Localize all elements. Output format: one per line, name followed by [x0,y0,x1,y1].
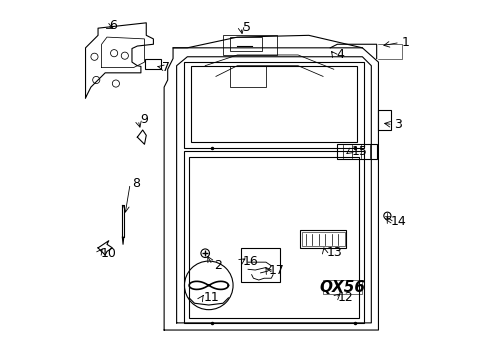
Bar [337,144,376,158]
Text: 17: 17 [268,264,284,276]
Text: 6: 6 [108,19,117,32]
Bar [183,152,364,323]
Text: 9: 9 [140,113,147,126]
Text: 10: 10 [101,247,117,260]
Bar [299,230,346,248]
Text: 5: 5 [242,21,250,33]
Text: 13: 13 [326,246,342,258]
Text: 8: 8 [132,177,140,190]
Text: 7: 7 [162,60,170,73]
Text: 2: 2 [214,258,222,271]
Bar [323,280,362,294]
Bar [241,248,280,282]
Text: 14: 14 [390,215,406,228]
Bar [183,62,364,148]
Text: 3: 3 [394,118,402,131]
Text: 12: 12 [337,291,352,305]
Bar [378,111,390,130]
Bar [230,37,262,51]
Bar [190,66,356,143]
Bar [301,232,344,246]
Polygon shape [137,130,146,144]
Bar [223,35,276,55]
Text: 15: 15 [351,145,367,158]
Bar [230,66,265,87]
Text: 11: 11 [203,291,219,305]
Bar [189,157,358,318]
Text: 4: 4 [335,49,343,62]
Text: 16: 16 [242,255,258,268]
Text: QX56: QX56 [319,280,365,295]
Text: 1: 1 [401,36,409,49]
Bar [145,59,161,69]
